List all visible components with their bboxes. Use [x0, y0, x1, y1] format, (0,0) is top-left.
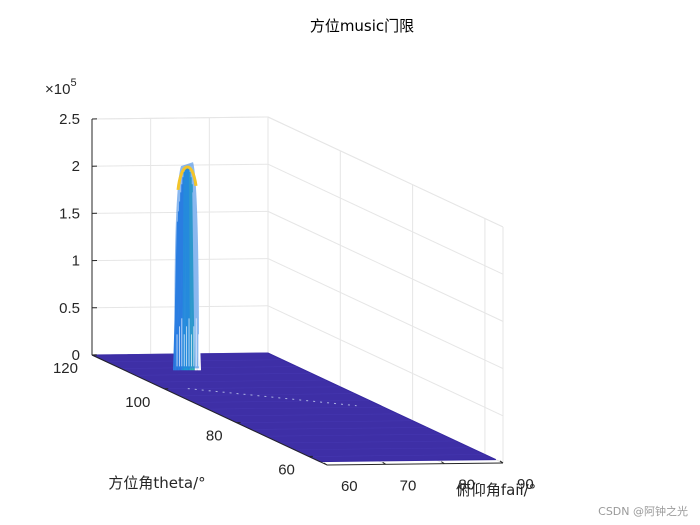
x-tick-mark — [441, 461, 445, 465]
x-tick-label: 80 — [458, 477, 475, 494]
back-wall-gridline — [267, 305, 504, 417]
surface-mesh-line — [178, 393, 355, 396]
y-tick-label: 60 — [278, 462, 295, 479]
surface-mesh-line — [207, 406, 384, 410]
peak-layer — [173, 162, 201, 371]
surface-mesh-line — [135, 372, 312, 376]
z-tick-label: 0.5 — [59, 300, 80, 317]
back-wall-gridline — [267, 163, 504, 275]
z-multiplier-exponent: 5 — [70, 77, 76, 89]
y-axis-label: 方位角theta/° — [108, 474, 205, 492]
z-tick-label: 1.5 — [59, 205, 80, 222]
z-tick-label: 2.5 — [59, 111, 80, 128]
box-edge — [91, 116, 269, 120]
surface-mesh-line — [164, 386, 341, 390]
tick-layer: 0 0.5 1 1.5 2 2.5 60 80 100 120 60 70 80 90 — [53, 111, 534, 495]
peak-cap — [176, 165, 198, 191]
surface-mesh-line — [308, 454, 485, 457]
surface-ridge — [187, 388, 357, 407]
surface-mesh-line — [279, 440, 456, 444]
x-tick-mark — [382, 461, 386, 465]
x-tick-label: 60 — [341, 478, 358, 495]
surface-mesh-line — [294, 447, 471, 451]
peak-body — [174, 162, 200, 369]
z-tick-label: 2 — [72, 158, 80, 175]
left-wall-gridline — [91, 163, 269, 167]
surface-base — [91, 352, 497, 463]
back-wall-gridline — [267, 210, 504, 322]
surface-mesh-line — [149, 379, 326, 383]
y-axis-line — [91, 354, 328, 466]
y-tick-label: 100 — [125, 394, 150, 411]
z-tick-label: 1 — [72, 253, 80, 270]
x-tick-mark — [323, 462, 328, 466]
z-multiplier: ×105 — [45, 77, 77, 98]
back-wall-gridline — [267, 258, 504, 370]
surface-mesh-line — [251, 427, 428, 430]
surface-mesh-line — [222, 413, 399, 417]
x-tick-label: 70 — [400, 477, 417, 494]
surface-layer — [91, 352, 497, 463]
surface-mesh-line — [120, 366, 297, 369]
surface-mesh-line — [265, 433, 442, 437]
y-tick-label: 80 — [206, 428, 223, 445]
x-axis-line — [326, 462, 503, 466]
x-tick-label: 90 — [517, 476, 534, 493]
box-edge — [267, 116, 504, 228]
surface-mesh-line — [193, 400, 370, 403]
watermark: CSDN @阿钟之光 — [598, 505, 688, 518]
z-multiplier-base: ×10 — [45, 81, 70, 98]
y-tick-label: 120 — [53, 360, 78, 377]
x-axis-label: 俯仰角faii/° — [456, 481, 536, 499]
z-tick-label: 0 — [72, 347, 80, 364]
chart-title: 方位music门限 — [310, 17, 414, 35]
surface-mesh-line — [236, 420, 413, 423]
x-tick-mark — [499, 460, 504, 464]
